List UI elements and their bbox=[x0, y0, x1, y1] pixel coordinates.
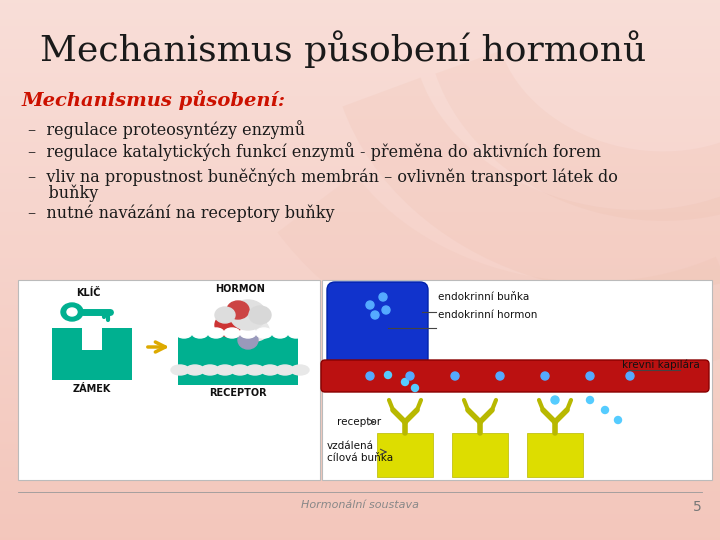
Ellipse shape bbox=[272, 328, 288, 338]
Ellipse shape bbox=[256, 328, 272, 338]
Ellipse shape bbox=[227, 301, 249, 319]
Text: Mechanismus působení hormonů: Mechanismus působení hormonů bbox=[40, 30, 647, 68]
Circle shape bbox=[626, 372, 634, 380]
FancyBboxPatch shape bbox=[377, 433, 433, 477]
Text: receptor: receptor bbox=[337, 417, 381, 427]
Ellipse shape bbox=[246, 365, 264, 375]
Circle shape bbox=[412, 384, 418, 391]
Circle shape bbox=[379, 293, 387, 301]
FancyBboxPatch shape bbox=[321, 360, 709, 392]
Ellipse shape bbox=[230, 300, 266, 330]
Ellipse shape bbox=[176, 328, 192, 338]
Ellipse shape bbox=[186, 365, 204, 375]
Text: endokrinní hormon: endokrinní hormon bbox=[438, 310, 537, 320]
Ellipse shape bbox=[261, 365, 279, 375]
Ellipse shape bbox=[241, 319, 269, 341]
Ellipse shape bbox=[208, 328, 224, 338]
Ellipse shape bbox=[61, 303, 83, 321]
Circle shape bbox=[614, 416, 621, 423]
FancyBboxPatch shape bbox=[82, 326, 102, 350]
Circle shape bbox=[551, 396, 559, 404]
Ellipse shape bbox=[240, 328, 256, 338]
Ellipse shape bbox=[231, 365, 249, 375]
Text: RECEPTOR: RECEPTOR bbox=[210, 388, 267, 398]
Circle shape bbox=[541, 372, 549, 380]
Circle shape bbox=[384, 372, 392, 379]
Text: krevni kapilára: krevni kapilára bbox=[622, 360, 700, 370]
FancyBboxPatch shape bbox=[452, 433, 508, 477]
Ellipse shape bbox=[201, 365, 219, 375]
Circle shape bbox=[601, 407, 608, 414]
Ellipse shape bbox=[276, 365, 294, 375]
Text: 5: 5 bbox=[693, 500, 702, 514]
Text: ZÁMEK: ZÁMEK bbox=[73, 384, 111, 394]
Ellipse shape bbox=[215, 313, 245, 337]
Circle shape bbox=[366, 372, 374, 380]
Text: Mechanismus působení:: Mechanismus působení: bbox=[22, 90, 286, 110]
FancyBboxPatch shape bbox=[527, 433, 583, 477]
Circle shape bbox=[371, 311, 379, 319]
Ellipse shape bbox=[291, 365, 309, 375]
Text: buňky: buňky bbox=[28, 184, 98, 201]
FancyBboxPatch shape bbox=[18, 280, 320, 480]
Ellipse shape bbox=[238, 331, 258, 349]
Circle shape bbox=[451, 372, 459, 380]
Text: endokrinní buňka: endokrinní buňka bbox=[438, 292, 529, 302]
Ellipse shape bbox=[224, 328, 240, 338]
Text: –  vliv na propustnost buněčných membrán – ovlivněn transport látek do: – vliv na propustnost buněčných membrán … bbox=[28, 168, 618, 186]
Ellipse shape bbox=[192, 328, 208, 338]
Text: –  regulace katalytických funkcí enzymů - přeměna do aktivních forem: – regulace katalytických funkcí enzymů -… bbox=[28, 142, 601, 161]
Ellipse shape bbox=[171, 365, 189, 375]
Ellipse shape bbox=[216, 365, 234, 375]
Circle shape bbox=[586, 372, 594, 380]
Circle shape bbox=[382, 306, 390, 314]
Text: Hormonální soustava: Hormonální soustava bbox=[301, 500, 419, 510]
Ellipse shape bbox=[288, 328, 304, 338]
Ellipse shape bbox=[67, 308, 77, 316]
Ellipse shape bbox=[249, 306, 271, 324]
Ellipse shape bbox=[215, 307, 235, 323]
Text: KLÍČ: KLÍČ bbox=[76, 288, 100, 298]
Text: HORMON: HORMON bbox=[215, 284, 265, 294]
FancyBboxPatch shape bbox=[52, 328, 132, 380]
Circle shape bbox=[402, 379, 408, 386]
FancyBboxPatch shape bbox=[322, 280, 712, 480]
FancyBboxPatch shape bbox=[327, 282, 428, 368]
Text: –  regulace proteosyntézy enzymů: – regulace proteosyntézy enzymů bbox=[28, 120, 305, 139]
Text: –  nutné navázání na receptory buňky: – nutné navázání na receptory buňky bbox=[28, 205, 335, 222]
Circle shape bbox=[366, 301, 374, 309]
Text: vzdálená
cílová buňka: vzdálená cílová buňka bbox=[327, 441, 393, 463]
FancyBboxPatch shape bbox=[178, 333, 298, 385]
Circle shape bbox=[587, 396, 593, 403]
Circle shape bbox=[496, 372, 504, 380]
Circle shape bbox=[406, 372, 414, 380]
